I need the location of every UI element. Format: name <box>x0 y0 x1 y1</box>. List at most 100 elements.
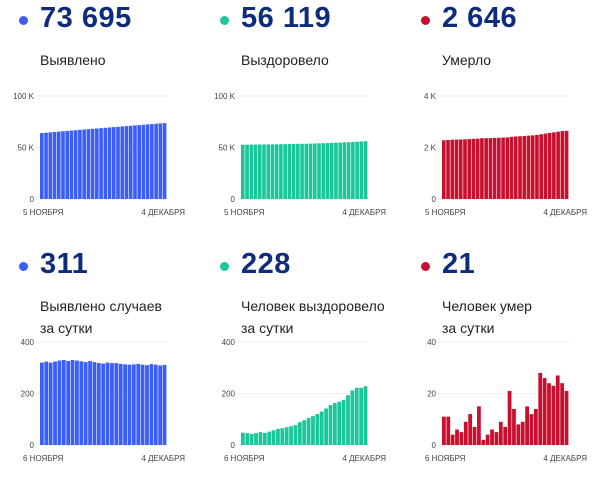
bar[interactable] <box>280 428 285 445</box>
bar[interactable] <box>450 139 455 199</box>
bar[interactable] <box>475 138 480 199</box>
bar[interactable] <box>332 403 337 445</box>
bar[interactable] <box>297 422 302 445</box>
bar[interactable] <box>267 431 272 445</box>
bar[interactable] <box>505 137 510 199</box>
bar[interactable] <box>319 411 324 445</box>
bar[interactable] <box>334 142 338 199</box>
bar[interactable] <box>96 363 101 445</box>
bar[interactable] <box>65 130 70 199</box>
bar[interactable] <box>306 417 311 445</box>
bar[interactable] <box>48 362 53 445</box>
bar[interactable] <box>538 372 543 445</box>
bar[interactable] <box>304 143 309 199</box>
bar[interactable] <box>271 430 276 445</box>
bar[interactable] <box>262 432 267 445</box>
bar[interactable] <box>254 433 258 445</box>
bar[interactable] <box>127 364 132 445</box>
bar[interactable] <box>249 144 254 199</box>
bar[interactable] <box>92 362 97 445</box>
bar[interactable] <box>529 414 534 445</box>
bar[interactable] <box>308 143 313 199</box>
bar[interactable] <box>283 144 287 199</box>
bar[interactable] <box>560 383 565 445</box>
bar[interactable] <box>450 434 455 445</box>
bar[interactable] <box>341 399 346 445</box>
bar[interactable] <box>542 378 547 445</box>
bar[interactable] <box>158 365 163 445</box>
bar[interactable] <box>359 387 364 445</box>
bar[interactable] <box>535 134 539 199</box>
bar[interactable] <box>455 429 459 445</box>
bar[interactable] <box>539 134 543 199</box>
bar[interactable] <box>533 408 538 445</box>
bar[interactable] <box>70 360 75 445</box>
bar[interactable] <box>274 144 279 199</box>
bar[interactable] <box>494 432 499 445</box>
bar[interactable] <box>249 433 254 445</box>
bar[interactable] <box>458 139 463 199</box>
bar[interactable] <box>48 132 53 199</box>
bar[interactable] <box>555 375 560 445</box>
bar[interactable] <box>485 434 490 445</box>
bar[interactable] <box>342 142 347 199</box>
bar[interactable] <box>351 141 355 199</box>
bar[interactable] <box>57 360 62 445</box>
bar[interactable] <box>516 424 521 445</box>
bar[interactable] <box>552 132 556 199</box>
bar[interactable] <box>359 141 364 199</box>
bar[interactable] <box>53 361 57 445</box>
bar[interactable] <box>52 131 57 199</box>
bar[interactable] <box>498 421 503 445</box>
bar[interactable] <box>116 126 120 199</box>
bar[interactable] <box>556 131 560 199</box>
bar[interactable] <box>145 365 149 445</box>
bar[interactable] <box>492 137 497 199</box>
bar[interactable] <box>83 362 88 445</box>
bar[interactable] <box>69 130 74 199</box>
bar[interactable] <box>162 123 167 199</box>
bar[interactable] <box>88 361 92 445</box>
bar[interactable] <box>454 139 459 199</box>
bar[interactable] <box>61 131 65 199</box>
bar[interactable] <box>350 390 355 445</box>
bar[interactable] <box>257 144 262 199</box>
bar[interactable] <box>564 130 569 199</box>
bar[interactable] <box>324 408 328 445</box>
bar[interactable] <box>471 138 476 199</box>
bar[interactable] <box>328 405 333 445</box>
bar[interactable] <box>253 144 258 199</box>
bar[interactable] <box>321 143 326 199</box>
bar[interactable] <box>105 362 110 445</box>
bar[interactable] <box>291 144 296 199</box>
bar[interactable] <box>311 416 315 445</box>
bar[interactable] <box>468 414 473 445</box>
bar[interactable] <box>463 421 468 445</box>
bar[interactable] <box>564 390 569 445</box>
bar[interactable] <box>103 127 108 199</box>
bar[interactable] <box>337 401 342 445</box>
bar[interactable] <box>518 136 522 199</box>
bar[interactable] <box>446 140 450 199</box>
bar[interactable] <box>123 364 127 445</box>
bar[interactable] <box>136 363 141 445</box>
bar[interactable] <box>355 141 359 199</box>
bar[interactable] <box>346 142 351 199</box>
bar[interactable] <box>543 133 548 199</box>
bar[interactable] <box>463 139 467 199</box>
bar[interactable] <box>302 420 307 445</box>
bar[interactable] <box>276 429 280 445</box>
bar[interactable] <box>296 143 300 199</box>
bar[interactable] <box>270 144 275 199</box>
bar[interactable] <box>442 140 446 199</box>
bar[interactable] <box>158 123 163 199</box>
bar[interactable] <box>442 416 446 445</box>
bar[interactable] <box>56 131 61 199</box>
bar[interactable] <box>90 128 95 199</box>
bar[interactable] <box>525 406 529 445</box>
bar[interactable] <box>40 362 44 445</box>
bar[interactable] <box>78 129 82 199</box>
bar[interactable] <box>99 128 103 199</box>
bar[interactable] <box>354 387 359 445</box>
bar[interactable] <box>329 142 334 199</box>
